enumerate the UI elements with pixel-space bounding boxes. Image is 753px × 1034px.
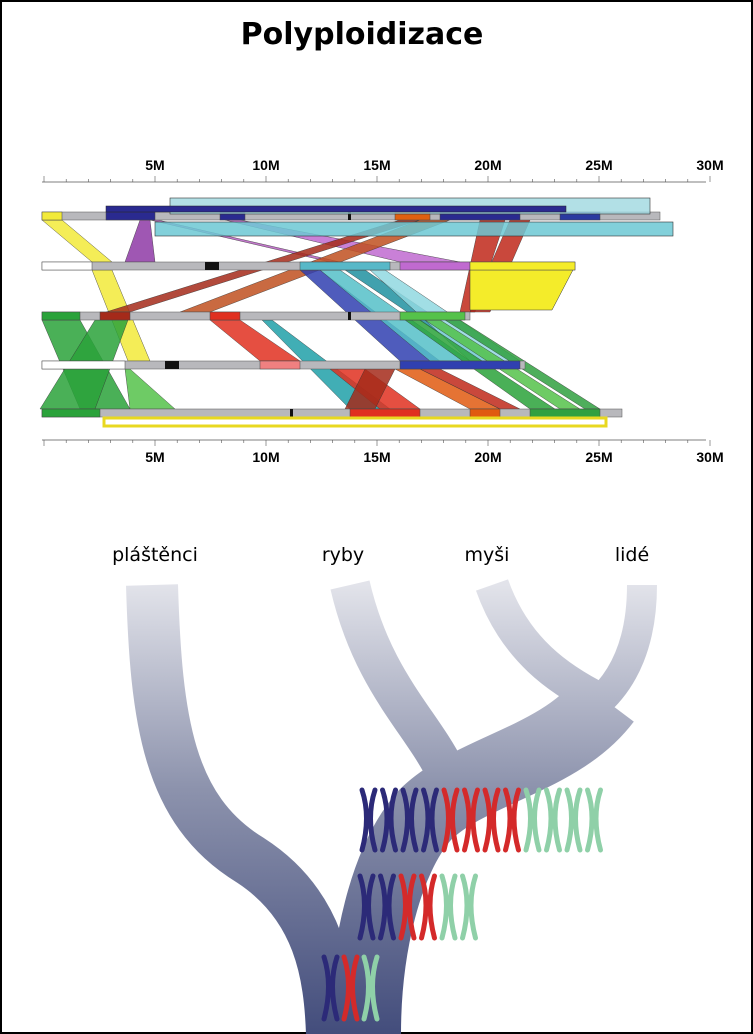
title: Polyploidizace: [241, 17, 484, 52]
synteny-block: [106, 212, 155, 220]
slide: Polyploidizace 5M 10M 15M 20M 25M 30M 5M 10M 15M…: [0, 0, 753, 1034]
synteny-block: [300, 262, 390, 270]
synteny-block: [210, 312, 240, 320]
synteny-block: [350, 409, 420, 417]
axis-label: 15M: [363, 157, 390, 173]
axis-label: 5M: [145, 449, 164, 465]
leaf-label: ryby: [322, 544, 364, 566]
outline-block: [155, 222, 673, 236]
synteny-block: [42, 262, 92, 270]
axis-label: 25M: [585, 449, 612, 465]
outline-block: [106, 206, 566, 212]
centromere: [348, 312, 351, 320]
axis-label: 30M: [696, 449, 723, 465]
synteny-block: [400, 361, 520, 369]
leaf-label: pláštěnci: [112, 544, 198, 566]
synteny-block: [400, 262, 470, 270]
synteny-block: [42, 409, 100, 417]
synteny-block: [42, 312, 80, 320]
centromere: [290, 409, 293, 417]
synteny-block: [530, 409, 600, 417]
axis-label: 5M: [145, 157, 164, 173]
synteny-block: [400, 312, 465, 320]
synteny-block: [260, 361, 300, 369]
synteny-block: [42, 361, 125, 369]
axis-label: 10M: [252, 449, 279, 465]
leaf-label: lidé: [615, 544, 649, 566]
synteny-block: [470, 409, 500, 417]
leaf-label: myši: [465, 544, 510, 566]
axis-label: 30M: [696, 157, 723, 173]
synteny-block: [100, 312, 130, 320]
axis-label: 20M: [474, 157, 501, 173]
axis-label: 10M: [252, 157, 279, 173]
axis-label: 20M: [474, 449, 501, 465]
axis-label: 15M: [363, 449, 390, 465]
centromere: [205, 262, 219, 270]
synteny-block: [42, 212, 62, 220]
centromere: [165, 361, 179, 369]
axis-label: 25M: [585, 157, 612, 173]
synteny-block: [470, 262, 575, 270]
